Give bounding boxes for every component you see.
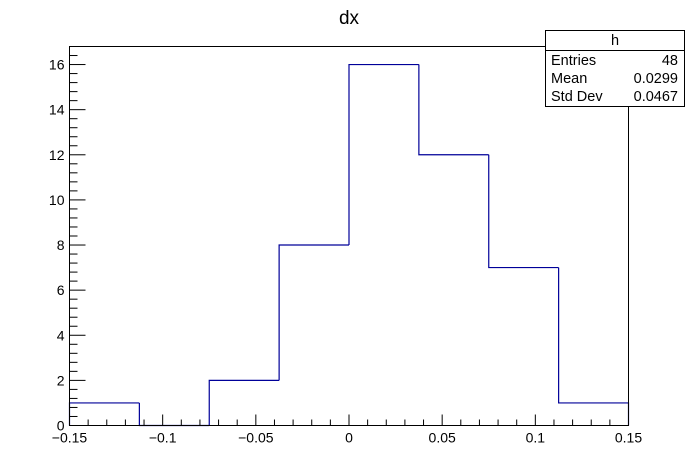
x-tick-label: 0.05 — [429, 430, 456, 446]
histogram-bin — [488, 154, 559, 269]
y-tick-label: 2 — [57, 372, 65, 388]
stats-stddev-label: Std Dev — [551, 89, 603, 105]
histogram-bin — [278, 244, 349, 381]
plot-frame — [69, 46, 629, 426]
stats-box-frame — [545, 30, 685, 107]
y-tick-label: 16 — [49, 57, 65, 73]
stats-entries-label: Entries — [551, 53, 596, 69]
y-tick-label: 12 — [49, 147, 65, 163]
histogram-bin — [348, 63, 419, 246]
y-tick-label: 10 — [49, 192, 65, 208]
y-tick-label: 4 — [57, 327, 65, 343]
y-tick-label: 8 — [57, 237, 65, 253]
x-tick-label: 0.15 — [615, 430, 642, 446]
x-tick-label: −0.15 — [52, 430, 88, 446]
chart-title: dx — [339, 8, 360, 29]
y-tick-label: 14 — [49, 102, 65, 118]
y-tick-label: 0 — [57, 418, 65, 434]
y-tick-label: 6 — [57, 282, 65, 298]
histogram-bin — [208, 379, 280, 426]
axis-layer: −0.15 −0.1 −0.05 0 0.05 0.1 0.15 0 2 4 6 8 10 12 14 16 — [49, 46, 642, 446]
stats-box-name: h — [611, 33, 619, 49]
stats-box: h Entries 48 Mean 0.0299 Std Dev 0.0467 — [545, 30, 685, 107]
x-tick-label: 0 — [345, 430, 353, 446]
x-tick-label: 0.1 — [526, 430, 546, 446]
stats-mean-value: 0.0299 — [634, 71, 678, 87]
x-tick-label: −0.1 — [149, 430, 177, 446]
stats-mean-label: Mean — [551, 71, 587, 87]
stats-entries-value: 48 — [662, 53, 678, 69]
x-tick-label: −0.05 — [238, 430, 274, 446]
histogram-bin — [418, 64, 489, 156]
stats-stddev-value: 0.0467 — [634, 89, 678, 105]
